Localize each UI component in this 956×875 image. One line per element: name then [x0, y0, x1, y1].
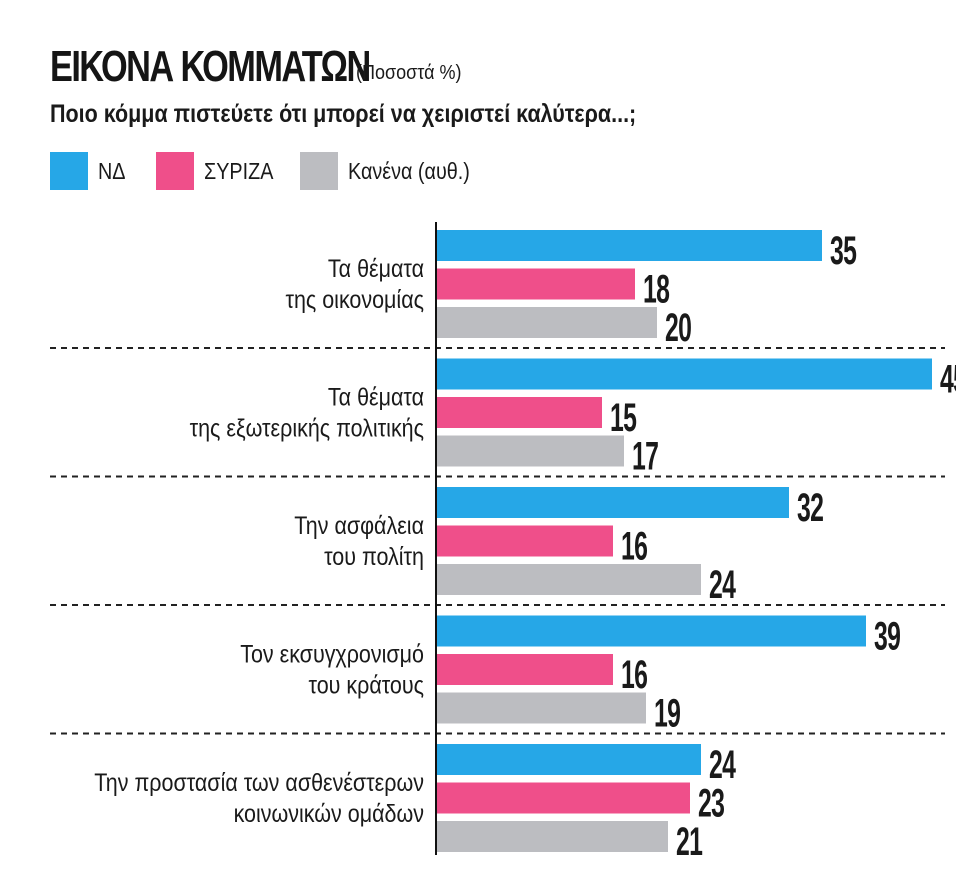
legend-swatch-nd — [50, 152, 88, 190]
bar-none-4 — [437, 821, 668, 852]
category-label-line: Την προστασία των ασθενέστερων — [94, 768, 424, 796]
category-label-line: Τα θέματα — [328, 383, 424, 411]
bar-nd-1 — [437, 358, 932, 390]
bar-nd-0 — [437, 230, 822, 261]
category-label-0: Τα θέματα της οικονομίας — [285, 254, 424, 313]
category-label-line: Τα θέματα — [328, 254, 424, 282]
category-label-2: Την ασφάλεια του πολίτη — [294, 511, 424, 570]
value-label-nd-4: 24 — [709, 743, 736, 787]
bar-syriza-0 — [437, 268, 635, 300]
value-label-syriza-0: 18 — [643, 268, 670, 312]
category-label-line: της οικονομίας — [285, 285, 424, 313]
legend-label-none: Κανένα (αυθ.) — [348, 158, 470, 184]
chart-unit: (Ποσοστά %) — [356, 62, 462, 84]
category-label-1: Τα θέματα της εξωτερικής πολιτικής — [190, 383, 424, 442]
chart-subtitle: Ποιο κόμμα πιστεύετε ότι μπορεί να χειρι… — [50, 100, 637, 128]
value-label-none-0: 20 — [665, 306, 692, 350]
bar-none-0 — [437, 307, 657, 338]
legend-swatch-none — [300, 152, 338, 190]
legend-label-syriza: ΣΥΡΙΖΑ — [204, 158, 274, 184]
bar-syriza-1 — [437, 397, 602, 428]
bar-nd-4 — [437, 744, 701, 775]
category-label-3: Τον εκσυγχρονισμό του κράτους — [240, 640, 424, 699]
legend-label-nd: ΝΔ — [98, 158, 126, 184]
chart-title-block: ΕΙΚΟΝΑ ΚΟΜΜΑΤΩΝ (Ποσοστά %) — [50, 42, 462, 92]
value-label-nd-1: 45 — [940, 358, 956, 402]
category-label-line: Την ασφάλεια — [294, 511, 424, 539]
value-label-nd-3: 39 — [874, 615, 901, 659]
category-label-line: της εξωτερικής πολιτικής — [190, 414, 424, 442]
bar-syriza-4 — [437, 782, 690, 814]
value-label-syriza-1: 15 — [610, 396, 637, 440]
bar-nd-3 — [437, 615, 866, 647]
value-label-syriza-4: 23 — [698, 782, 725, 826]
bar-syriza-2 — [437, 525, 613, 557]
category-label-line: Τον εκσυγχρονισμό — [240, 640, 424, 668]
bar-syriza-3 — [437, 654, 613, 685]
category-label-line: κοινωνικών ομάδων — [234, 799, 424, 827]
value-label-none-1: 17 — [632, 435, 659, 479]
value-label-none-2: 24 — [709, 563, 736, 607]
bar-none-2 — [437, 564, 701, 595]
chart-title: ΕΙΚΟΝΑ ΚΟΜΜΑΤΩΝ — [50, 42, 371, 91]
value-label-none-3: 19 — [654, 692, 681, 736]
value-label-none-4: 21 — [676, 820, 703, 864]
legend-swatch-syriza — [156, 152, 194, 190]
category-label-line: του πολίτη — [324, 542, 424, 570]
bar-none-1 — [437, 435, 624, 467]
value-label-syriza-3: 16 — [621, 653, 648, 697]
bar-nd-2 — [437, 487, 789, 518]
bar-none-3 — [437, 692, 646, 724]
value-label-nd-0: 35 — [830, 229, 857, 273]
value-label-nd-2: 32 — [797, 486, 824, 530]
category-label-4: Την προστασία των ασθενέστερων κοινωνικών… — [94, 768, 424, 827]
value-label-syriza-2: 16 — [621, 525, 648, 569]
category-label-line: του κράτους — [309, 671, 424, 699]
